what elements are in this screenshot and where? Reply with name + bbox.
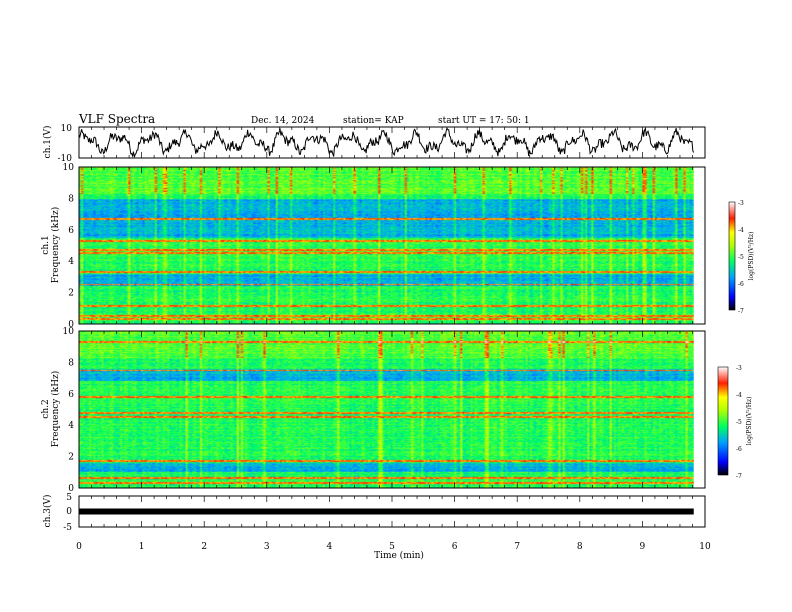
ch2-colorbar-label: log(PSD)(V²/Hz) [746, 397, 753, 446]
ch3-ytick-bottom: -5 [63, 523, 72, 533]
time-tick-3: 3 [264, 542, 270, 552]
time-tick-4: 4 [327, 542, 333, 552]
ch2-spectrogram-ticks [78, 331, 706, 488]
ch1-frequency-ticks: 0 2 4 6 8 10 [63, 163, 75, 330]
ch1-waveform-ticks [78, 127, 706, 158]
time-axis-labels: 0 1 2 3 4 5 6 7 8 9 10 [76, 542, 711, 552]
ch2-freq-tick-2: 2 [68, 453, 74, 463]
ch1-freq-tick-6: 6 [68, 226, 74, 236]
ch2-colorbar-gradient [717, 366, 729, 476]
ch2-cb-tick-m6: -6 [736, 446, 742, 453]
ch2-cb-tick-m7: -7 [736, 473, 742, 480]
ch2-freq-tick-4: 4 [68, 421, 74, 431]
ch1-spectrogram-image [79, 167, 694, 324]
ch1-colorbar-label: log(PSD)(V²/Hz) [748, 232, 755, 281]
ch1-spectrogram-ticks [78, 167, 706, 324]
time-tick-6: 6 [452, 542, 458, 552]
ch1-cb-tick-m3: -3 [738, 200, 744, 207]
ch3-ytick-mid: 0 [66, 507, 72, 517]
ch2-spectrogram-ylabel-freq: Frequency (kHz) [50, 371, 61, 448]
ch1-cb-tick-m4: -4 [738, 227, 744, 234]
ch1-ytick-bottom: -10 [58, 154, 73, 164]
ch1-freq-tick-4: 4 [68, 257, 74, 267]
date-label: Dec. 14, 2024 [251, 116, 315, 126]
ch1-colorbar: -3 -4 -5 -6 -7 log(PSD)(V²/Hz) [728, 200, 755, 315]
time-tick-7: 7 [514, 542, 520, 552]
ch2-colorbar: -3 -4 -5 -6 -7 log(PSD)(V²/Hz) [717, 365, 753, 480]
ch1-colorbar-gradient [728, 201, 736, 311]
ch1-freq-tick-2: 2 [68, 289, 74, 299]
time-tick-2: 2 [201, 542, 207, 552]
ch2-freq-tick-0: 0 [68, 484, 74, 494]
time-tick-1: 1 [139, 542, 145, 552]
figure-title: VLF Spectra [78, 112, 155, 126]
ch1-waveform-ylabel: ch.1(V) [42, 126, 53, 159]
time-tick-5: 5 [389, 542, 395, 552]
ch2-cb-tick-m5: -5 [736, 419, 742, 426]
ch2-cb-tick-m3: -3 [736, 365, 742, 372]
time-tick-0: 0 [76, 542, 82, 552]
ch2-freq-tick-8: 8 [68, 358, 74, 368]
ch2-spectrogram-image [79, 331, 694, 488]
ch1-cb-tick-m5: -5 [738, 254, 744, 261]
ch2-cb-tick-m4: -4 [736, 392, 742, 399]
ch3-ytick-top: 5 [66, 493, 72, 503]
ch1-spectrogram-panel: 0 2 4 6 8 10 ch.1 Frequency (kHz) [41, 163, 706, 330]
ch1-freq-tick-0: 0 [68, 320, 74, 330]
ch1-cb-tick-m7: -7 [738, 308, 744, 315]
ch2-spectrogram-ylabel-channel: ch.2 [41, 399, 51, 418]
ch1-spectrogram-ylabel-channel: ch.1 [41, 235, 51, 254]
ch1-freq-tick-8: 8 [68, 194, 74, 204]
start-time-label: start UT = 17: 50: 1 [438, 116, 530, 126]
ch1-cb-tick-m6: -6 [738, 281, 744, 288]
ch1-freq-tick-10: 10 [63, 163, 75, 173]
ch3-waveform-ylabel: ch.3(V) [42, 495, 53, 528]
ch1-waveform-panel: 10 -10 ch.1(V) [42, 124, 706, 164]
ch1-spectrogram-ylabel-freq: Frequency (kHz) [50, 207, 61, 284]
ch1-ytick-top: 10 [61, 124, 73, 134]
time-tick-9: 9 [640, 542, 646, 552]
time-tick-10: 10 [699, 542, 711, 552]
ch1-waveform-line [78, 126, 695, 158]
ch2-frequency-ticks: 0 2 4 6 8 10 [63, 327, 75, 494]
ch2-spectrogram-panel: 0 2 4 6 8 10 ch.2 Frequency (kHz) [41, 327, 706, 494]
ch3-waveform-line [79, 508, 694, 515]
ch3-waveform-ticks [78, 496, 706, 527]
ch3-waveform-panel: 5 0 -5 ch.3(V) [42, 493, 706, 533]
ch2-freq-tick-6: 6 [68, 390, 74, 400]
time-tick-8: 8 [577, 542, 583, 552]
station-label: station= KAP [343, 116, 404, 126]
ch2-freq-tick-10: 10 [63, 327, 75, 337]
time-axis-title: Time (min) [374, 550, 424, 561]
